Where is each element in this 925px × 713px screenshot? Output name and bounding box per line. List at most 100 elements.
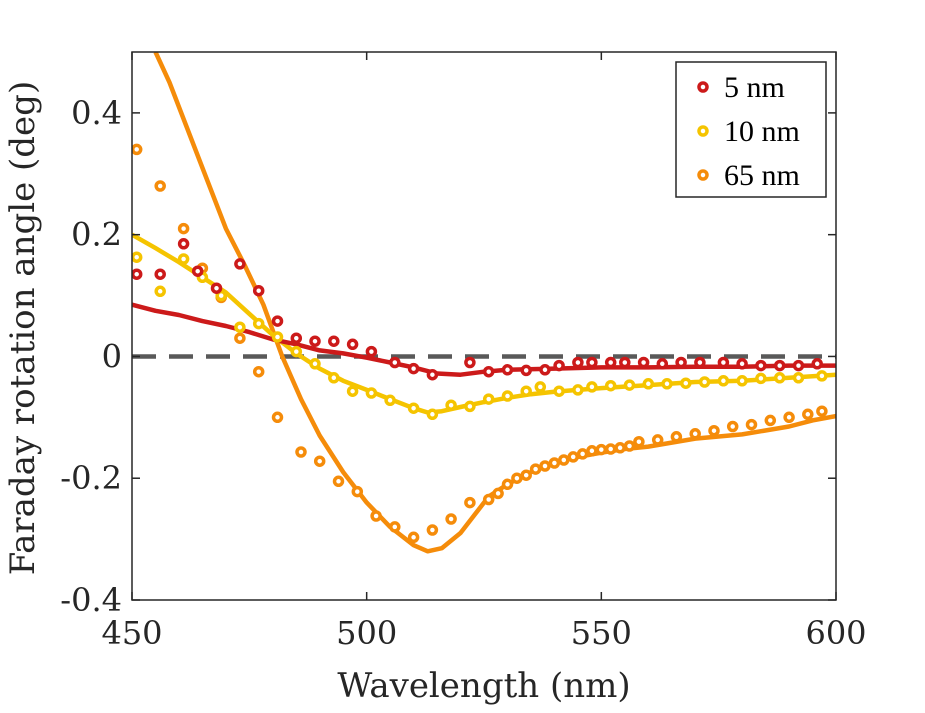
data-point-65-nm: [726, 420, 739, 433]
data-point-10-nm: [572, 384, 584, 396]
data-point-10-nm: [328, 372, 340, 384]
data-point-65-nm: [501, 478, 514, 491]
legend-label: 5 nm: [724, 71, 785, 104]
data-point-10-nm: [309, 358, 321, 370]
data-point-10-nm: [680, 377, 692, 389]
series-line-5-nm: [132, 302, 836, 377]
data-point-10-nm: [698, 376, 711, 388]
data-point-65-nm: [132, 143, 143, 156]
data-point-10-nm: [177, 253, 190, 265]
data-point-5-nm: [572, 356, 584, 369]
data-point-10-nm: [816, 370, 828, 382]
data-point-5-nm: [694, 356, 706, 369]
data-point-65-nm: [332, 475, 345, 488]
data-point-5-nm: [637, 356, 650, 369]
x-axis-label: Wavelength (nm): [337, 666, 630, 706]
data-point-65-nm: [370, 510, 382, 522]
data-point-65-nm: [252, 365, 265, 378]
data-point-5-nm: [234, 258, 246, 270]
y-axis-label: Faraday rotation angle (deg): [3, 81, 43, 575]
data-point-5-nm: [309, 335, 321, 347]
legend-label: 10 nm: [724, 115, 800, 148]
data-point-65-nm: [548, 457, 561, 469]
data-point-5-nm: [811, 358, 823, 370]
data-point-10-nm: [407, 402, 420, 414]
data-point-10-nm: [132, 251, 143, 263]
data-point-10-nm: [365, 387, 378, 399]
plot-frame: [131, 51, 837, 601]
data-point-65-nm: [351, 485, 364, 498]
data-point-65-nm: [529, 463, 542, 475]
legend-marker: [697, 81, 709, 93]
data-point-5-nm: [407, 362, 420, 375]
data-point-5-nm: [539, 364, 551, 376]
data-point-5-nm: [773, 359, 786, 372]
data-point-10-nm: [553, 385, 565, 397]
data-point-10-nm: [215, 289, 227, 302]
data-point-5-nm: [482, 365, 495, 378]
data-point-5-nm: [736, 358, 748, 370]
legend-marker: [697, 125, 709, 137]
data-point-5-nm: [191, 265, 204, 277]
data-point-65-nm: [492, 487, 504, 500]
data-point-65-nm: [595, 443, 608, 456]
data-point-10-nm: [501, 390, 514, 402]
data-point-10-nm: [234, 321, 246, 333]
data-point-65-nm: [802, 408, 814, 421]
data-point-5-nm: [365, 345, 378, 358]
data-point-10-nm: [623, 379, 636, 391]
data-point-65-nm: [651, 434, 664, 446]
data-point-10-nm: [717, 375, 730, 387]
data-point-65-nm: [154, 180, 166, 192]
legend-marker: [697, 169, 709, 181]
data-point-5-nm: [619, 356, 631, 369]
data-point-5-nm: [755, 359, 767, 372]
data-point-65-nm: [295, 446, 307, 458]
data-point-5-nm: [426, 368, 439, 381]
data-point-65-nm: [604, 443, 617, 455]
data-point-65-nm: [764, 414, 777, 427]
y-tick-label: 0: [102, 337, 122, 375]
data-point-5-nm: [154, 268, 166, 280]
data-point-65-nm: [670, 431, 683, 443]
data-point-65-nm: [745, 418, 758, 431]
data-point-65-nm: [586, 445, 598, 457]
data-point-65-nm: [539, 460, 551, 472]
data-point-10-nm: [271, 331, 284, 343]
data-point-5-nm: [792, 359, 805, 372]
data-point-65-nm: [511, 472, 523, 484]
data-point-10-nm: [384, 394, 396, 407]
y-tick-label: 0.2: [71, 216, 122, 254]
data-point-10-nm: [252, 317, 265, 330]
y-tick-label: 0.4: [71, 94, 122, 132]
data-point-65-nm: [464, 496, 476, 509]
data-point-10-nm: [604, 379, 617, 392]
data-point-65-nm: [389, 521, 401, 533]
data-point-5-nm: [464, 356, 476, 369]
y-tick-label: -0.4: [60, 581, 122, 619]
data-point-10-nm: [445, 399, 457, 411]
data-point-5-nm: [132, 268, 143, 280]
data-point-5-nm: [553, 359, 565, 372]
data-point-5-nm: [520, 364, 532, 377]
data-point-65-nm: [633, 435, 645, 448]
data-point-65-nm: [623, 440, 636, 452]
data-point-5-nm: [586, 356, 598, 369]
data-point-5-nm: [271, 315, 284, 327]
data-point-5-nm: [604, 356, 617, 369]
data-point-10-nm: [464, 400, 476, 413]
data-point-65-nm: [567, 451, 579, 463]
data-point-10-nm: [792, 372, 805, 384]
data-point-10-nm: [534, 381, 547, 393]
data-point-65-nm: [445, 513, 457, 525]
data-point-5-nm: [389, 356, 401, 369]
data-point-65-nm: [426, 524, 439, 536]
x-tick-label: 600: [805, 614, 866, 652]
data-point-10-nm: [773, 372, 786, 384]
data-point-10-nm: [520, 385, 532, 397]
data-point-5-nm: [717, 356, 730, 369]
data-point-65-nm: [271, 411, 284, 424]
data-point-65-nm: [689, 428, 701, 440]
data-point-65-nm: [783, 411, 795, 424]
